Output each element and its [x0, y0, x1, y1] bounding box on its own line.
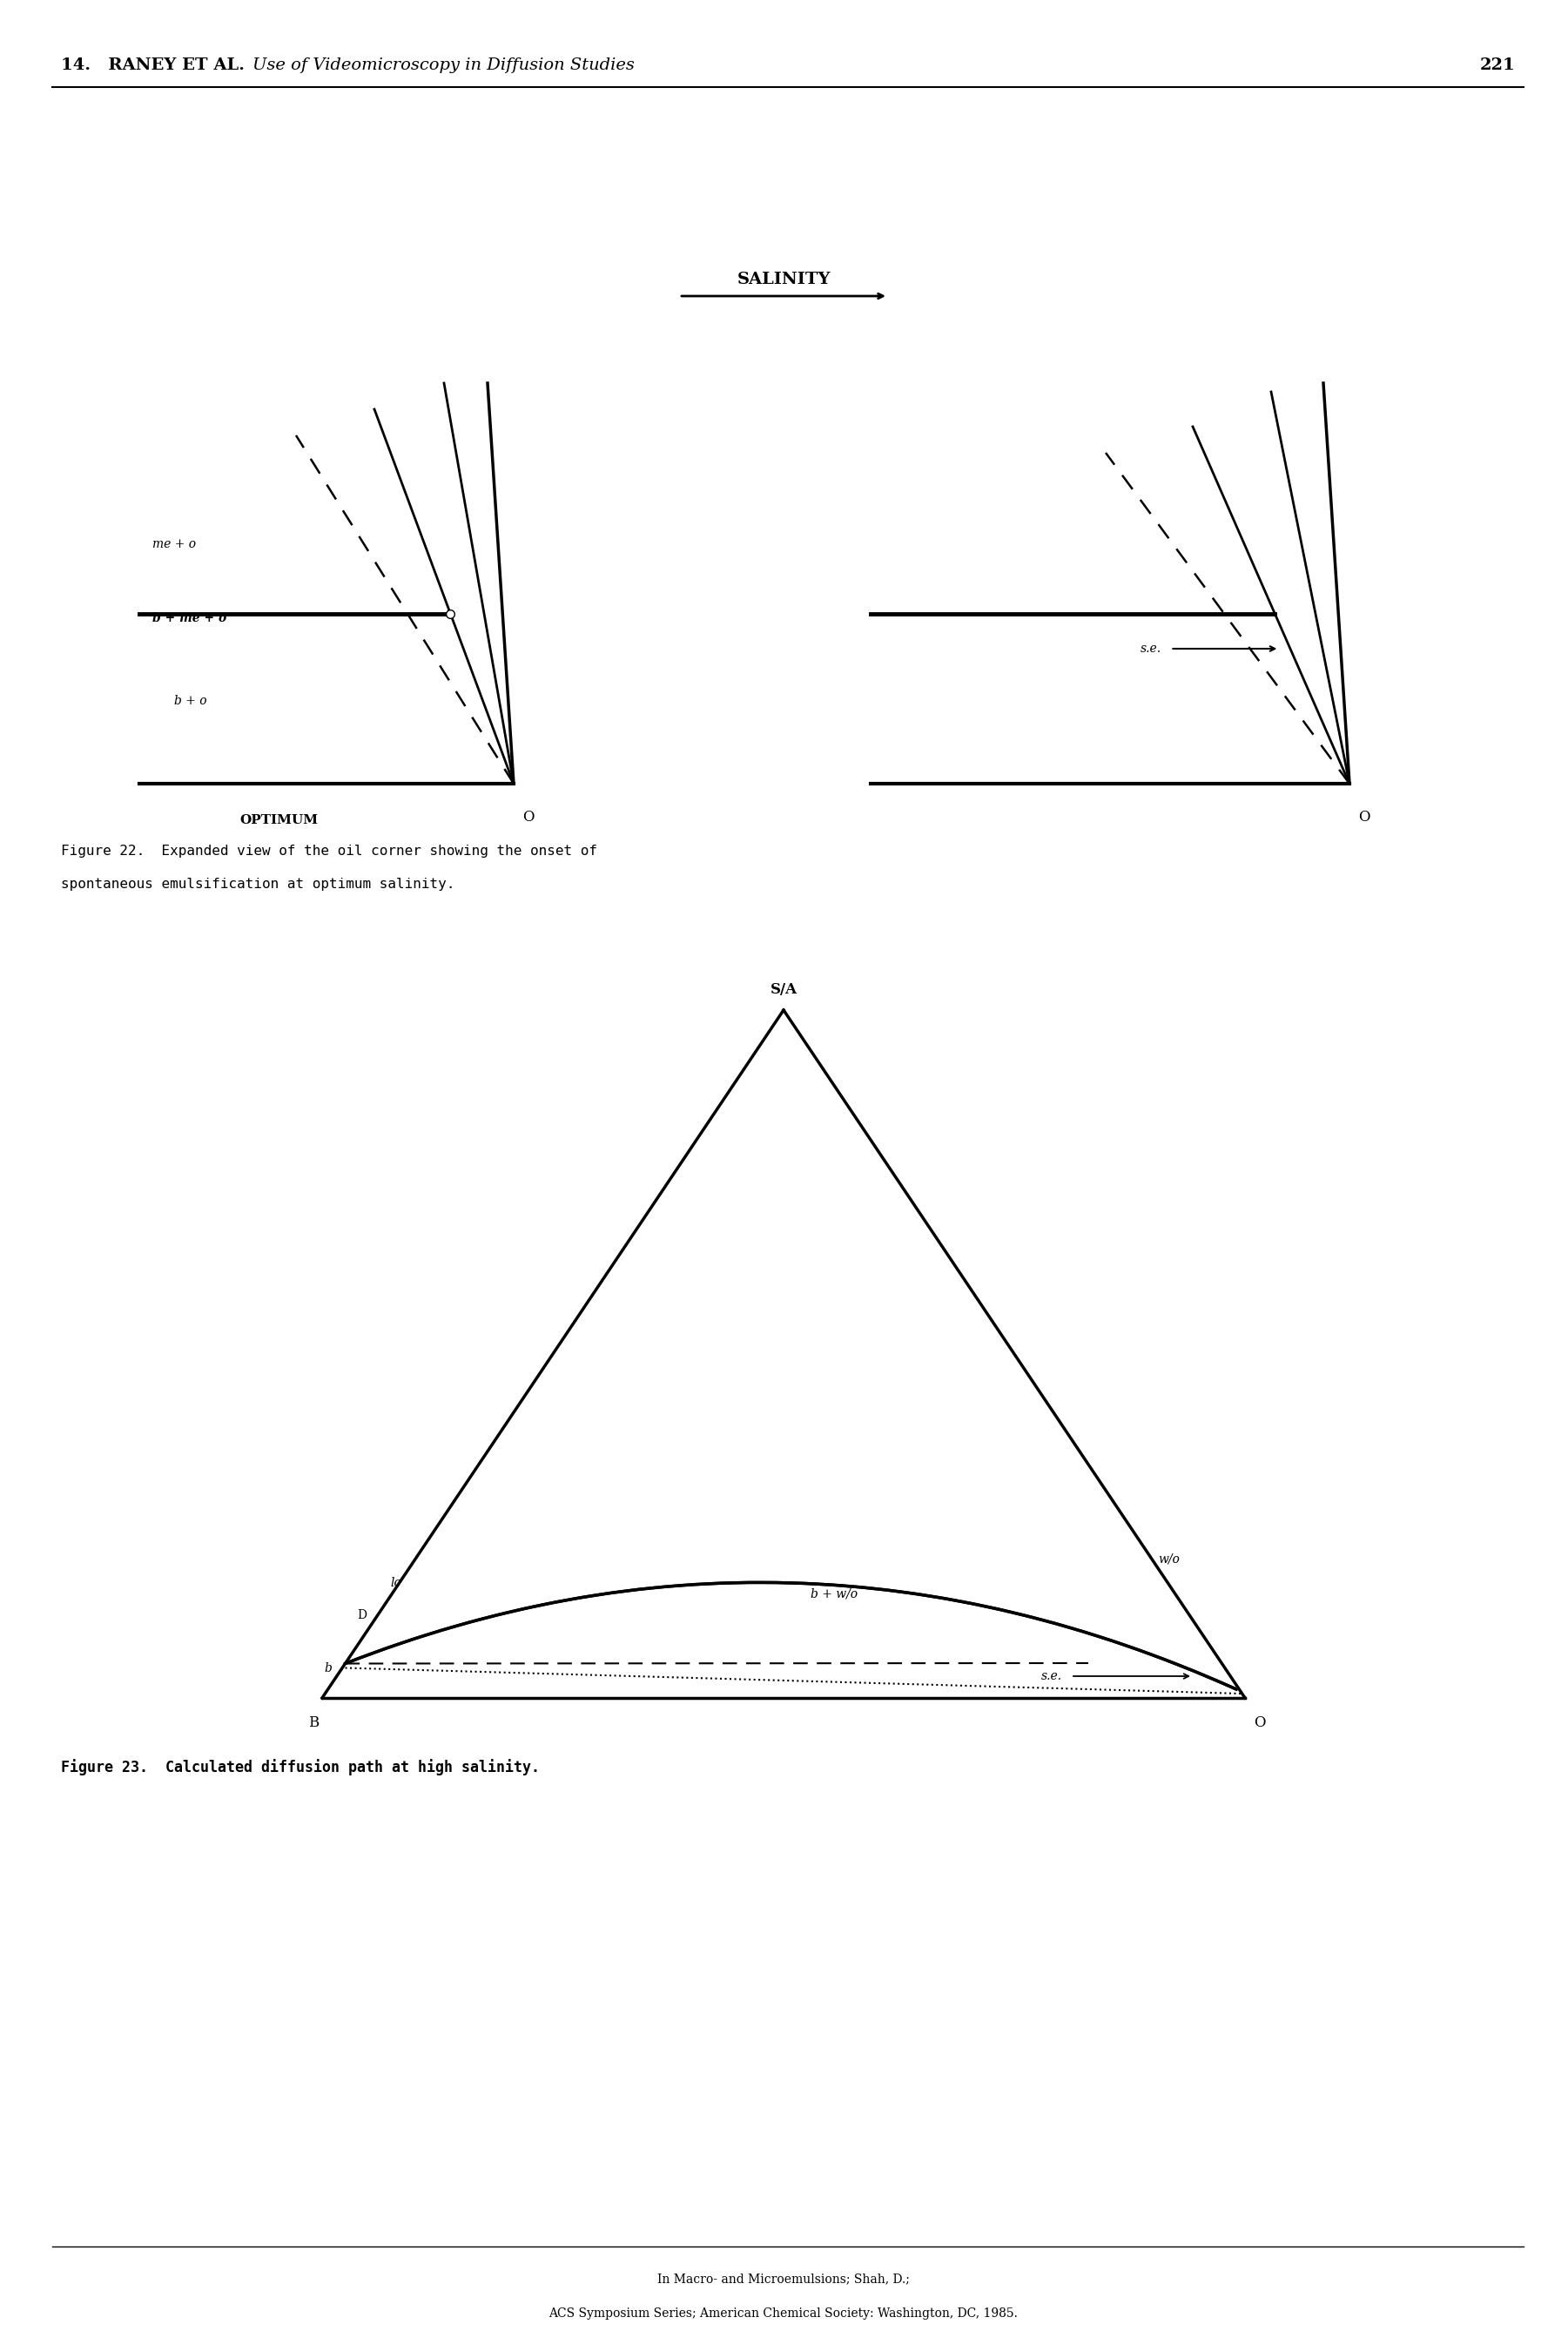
Text: spontaneous emulsification at optimum salinity.: spontaneous emulsification at optimum sa… — [61, 877, 455, 891]
Text: Figure 23.  Calculated diffusion path at high salinity.: Figure 23. Calculated diffusion path at … — [61, 1759, 539, 1775]
Text: Figure 22.  Expanded view of the oil corner showing the onset of: Figure 22. Expanded view of the oil corn… — [61, 844, 597, 858]
Text: 221: 221 — [1480, 56, 1515, 73]
Text: Use of Videomicroscopy in Diffusion Studies: Use of Videomicroscopy in Diffusion Stud… — [252, 56, 635, 73]
Text: ACS Symposium Series; American Chemical Society: Washington, DC, 1985.: ACS Symposium Series; American Chemical … — [549, 2306, 1018, 2320]
Text: OPTIMUM: OPTIMUM — [240, 813, 318, 825]
Text: s.e.: s.e. — [1041, 1669, 1062, 1683]
Text: b + me + o: b + me + o — [152, 611, 227, 625]
Text: lc: lc — [390, 1578, 401, 1589]
Text: O: O — [1254, 1716, 1265, 1730]
Text: B: B — [307, 1716, 318, 1730]
FancyArrowPatch shape — [345, 1582, 1236, 1690]
Text: s.e.: s.e. — [1142, 642, 1162, 656]
Text: b: b — [325, 1662, 332, 1674]
Text: D: D — [358, 1610, 367, 1622]
Text: In Macro- and Microemulsions; Shah, D.;: In Macro- and Microemulsions; Shah, D.; — [657, 2273, 909, 2285]
Text: 14.   RANEY ET AL.: 14. RANEY ET AL. — [61, 56, 245, 73]
Text: SALINITY: SALINITY — [737, 273, 831, 287]
Text: me + o: me + o — [152, 538, 196, 550]
Text: O: O — [522, 809, 535, 825]
Text: b + o: b + o — [174, 696, 207, 708]
Text: O: O — [1358, 809, 1370, 825]
Text: S/A: S/A — [770, 983, 797, 997]
Text: w/o: w/o — [1157, 1554, 1179, 1566]
Text: b + w/o: b + w/o — [811, 1587, 858, 1601]
